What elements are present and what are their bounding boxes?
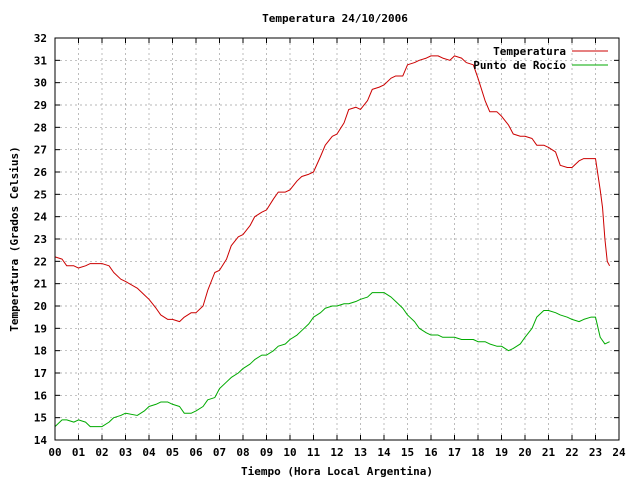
y-tick-label: 29 bbox=[34, 99, 47, 112]
y-tick-label: 26 bbox=[34, 166, 48, 179]
chart-title: Temperatura 24/10/2006 bbox=[262, 12, 408, 25]
y-tick-label: 19 bbox=[34, 322, 47, 335]
y-tick-label: 31 bbox=[34, 54, 48, 67]
series-line-punto-de-rocio bbox=[54, 292, 610, 428]
x-tick-label: 06 bbox=[189, 446, 203, 459]
x-tick-label: 13 bbox=[354, 446, 367, 459]
x-tick-label: 19 bbox=[495, 446, 508, 459]
y-tick-label: 18 bbox=[34, 345, 47, 358]
x-tick-label: 18 bbox=[471, 446, 484, 459]
y-tick-label: 30 bbox=[34, 77, 47, 90]
y-axis-label: Temperatura (Grados Celsius) bbox=[8, 146, 21, 331]
x-tick-label: 03 bbox=[119, 446, 132, 459]
x-tick-label: 02 bbox=[95, 446, 108, 459]
x-tick-label: 24 bbox=[612, 446, 626, 459]
x-tick-label: 16 bbox=[424, 446, 438, 459]
legend-label: Temperatura bbox=[493, 45, 566, 58]
axis-ticks: 00 01 02 03 04 05 06 07 08 09 10 11 12 13 14 15 16 17 18 19… bbox=[34, 32, 626, 459]
x-tick-label: 07 bbox=[213, 446, 226, 459]
y-tick-label: 27 bbox=[34, 144, 47, 157]
x-tick-label: 21 bbox=[542, 446, 556, 459]
x-tick-label: 04 bbox=[142, 446, 156, 459]
x-tick-label: 17 bbox=[448, 446, 461, 459]
x-tick-label: 10 bbox=[283, 446, 296, 459]
x-tick-label: 14 bbox=[377, 446, 391, 459]
x-tick-label: 22 bbox=[565, 446, 578, 459]
y-tick-label: 32 bbox=[34, 32, 47, 45]
y-tick-label: 15 bbox=[34, 412, 47, 425]
x-tick-label: 12 bbox=[330, 446, 343, 459]
legend-label: Punto de Rocío bbox=[473, 59, 566, 72]
x-tick-label: 20 bbox=[518, 446, 531, 459]
x-tick-label: 09 bbox=[260, 446, 273, 459]
y-tick-label: 24 bbox=[34, 211, 48, 224]
y-tick-label: 25 bbox=[34, 188, 47, 201]
x-tick-label: 23 bbox=[589, 446, 602, 459]
x-axis-label: Tiempo (Hora Local Argentina) bbox=[241, 465, 433, 478]
x-tick-label: 11 bbox=[307, 446, 321, 459]
plot-frame bbox=[54, 37, 620, 441]
series-line-temperatura bbox=[54, 55, 611, 323]
x-tick-label: 01 bbox=[72, 446, 86, 459]
x-tick-label: 05 bbox=[166, 446, 179, 459]
y-tick-label: 23 bbox=[34, 233, 47, 246]
y-tick-label: 14 bbox=[34, 434, 48, 447]
grid-lines bbox=[55, 38, 619, 440]
y-tick-label: 20 bbox=[34, 300, 47, 313]
y-tick-label: 22 bbox=[34, 255, 47, 268]
x-tick-label: 08 bbox=[236, 446, 249, 459]
series-layer bbox=[54, 55, 611, 428]
y-tick-label: 17 bbox=[34, 367, 47, 380]
y-tick-label: 28 bbox=[34, 121, 47, 134]
y-tick-label: 21 bbox=[34, 278, 48, 291]
y-tick-label: 16 bbox=[34, 389, 48, 402]
x-tick-label: 00 bbox=[48, 446, 61, 459]
x-tick-label: 15 bbox=[401, 446, 414, 459]
